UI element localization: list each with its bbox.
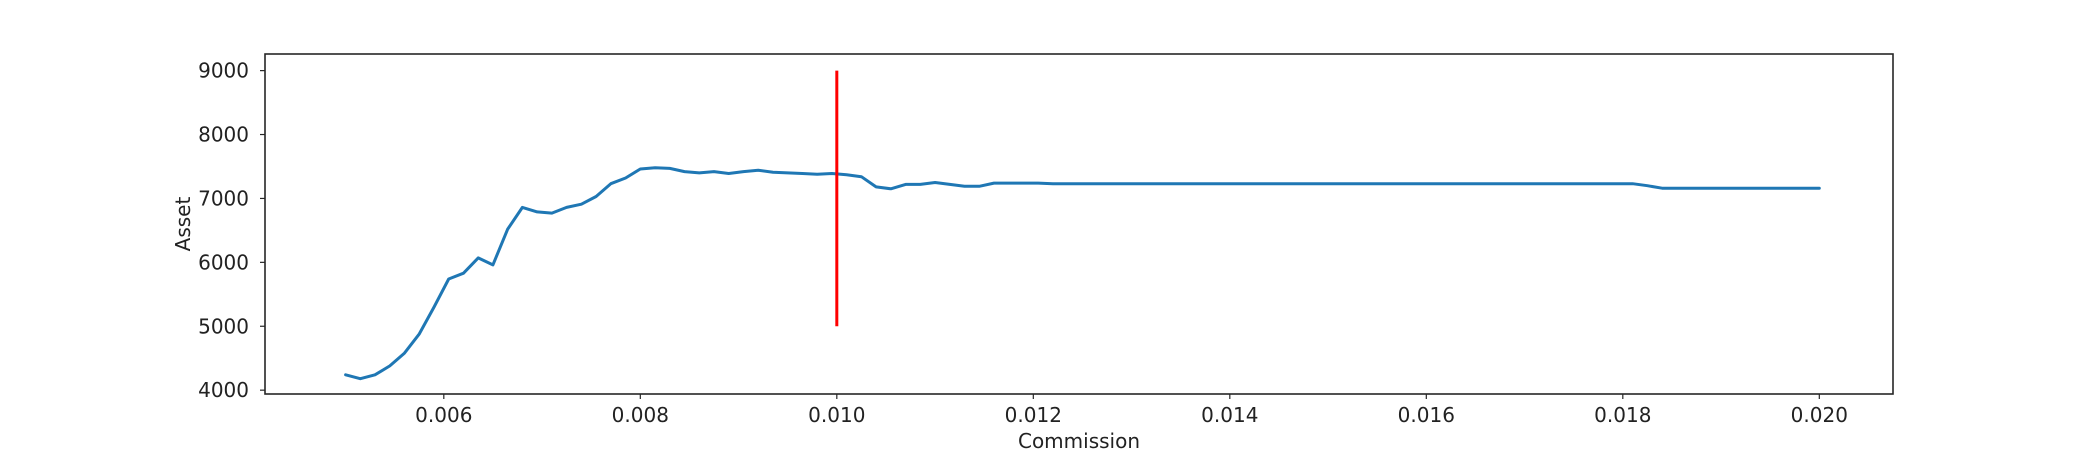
x-tick-label: 0.008 [612,403,669,427]
plot-area: 0.006 0.008 0.010 0.012 0.014 0.016 0.018 0.020… [198,53,1894,427]
series-line-0 [344,166,1821,381]
y-tick-label: 4000 [198,378,249,402]
x-tick-label: 0.020 [1791,403,1848,427]
x-tick-label: 0.012 [1005,403,1062,427]
y-tick-label: 7000 [198,186,249,210]
x-tick-label: 0.010 [808,403,865,427]
y-axis-label: Asset [171,197,195,252]
y-tick-label: 8000 [198,123,249,147]
y-tick-label: 6000 [198,250,249,274]
x-axis-label: Commission [1018,429,1140,450]
x-tick-label: 0.006 [415,403,472,427]
y-tick-label: 9000 [198,59,249,83]
x-tick-label: 0.018 [1594,403,1651,427]
x-tick-label: 0.014 [1201,403,1258,427]
y-tick-label: 5000 [198,314,249,338]
plot-frame [264,53,1894,395]
x-tick-label: 0.016 [1398,403,1455,427]
